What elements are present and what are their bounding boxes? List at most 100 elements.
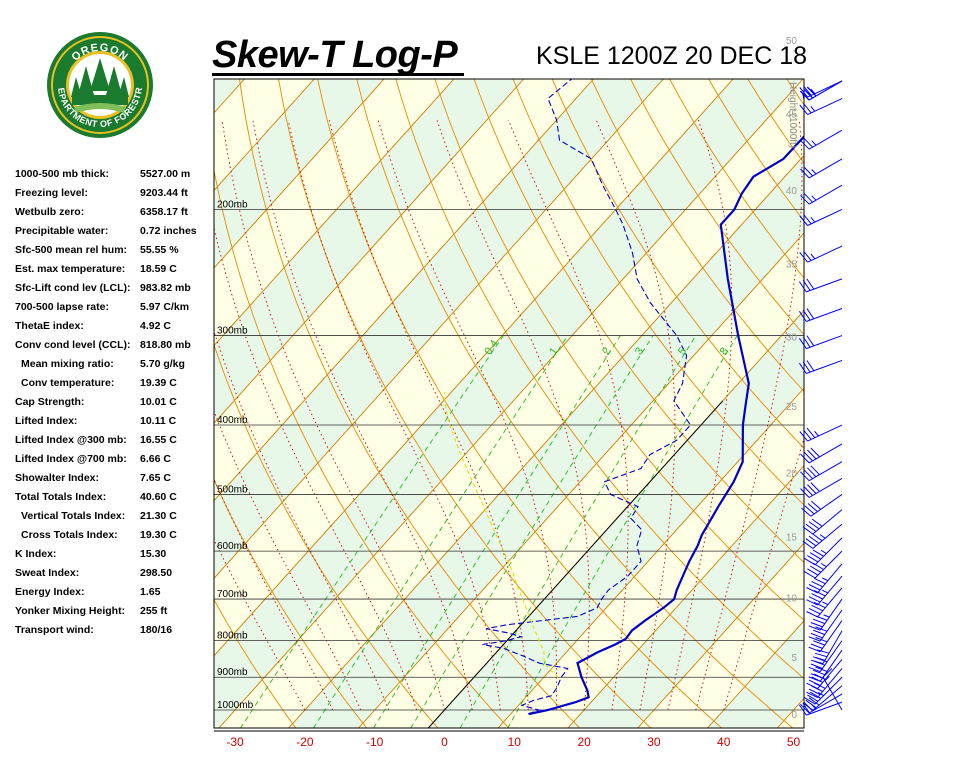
moist-adiabat-line [508,119,629,711]
index-value: 180/16 [140,624,173,636]
wind-barb-feather [800,703,810,714]
wind-barb-feather [809,565,822,573]
wind-barb-shaft [812,523,843,549]
wind-barb-half-feather [810,216,816,223]
index-row: Total Totals Index: 40.60 C [15,491,215,510]
mixing-ratio-labels: 0.4 1 2 3 5 8 [482,338,731,357]
index-row: Precipitable water: 0.72 inches [15,225,215,244]
wind-barb-feather [802,361,811,373]
wind-barb-feather [803,166,813,177]
isotherm-line [214,79,455,347]
wind-barb-feather [803,192,813,203]
index-label: Transport wind: [15,624,94,636]
wind-barb [798,308,843,322]
index-value: 255 ft [140,605,168,617]
mixing-ratio-line [410,335,654,728]
wind-barb-shaft [819,649,843,682]
dry-adiabat-line [846,0,960,728]
wind-barb-feather [806,682,818,690]
wind-barb-feather [813,669,825,676]
index-row: Conv cond level (CCL): 818.80 mb [15,339,215,358]
height-axis-label: Height (1000ft) [787,82,798,148]
index-label: Vertical Totals Index: [21,510,126,522]
wind-barb-feather [802,702,814,711]
wind-barb [808,609,843,642]
wind-barb-feather [811,604,823,612]
mixing-ratio-line [240,335,504,728]
index-row: Vertical Totals Index: 21.30 C [15,510,215,529]
wind-barb-feather [802,540,814,549]
index-value: 983.82 mb [140,282,191,294]
wind-barb [800,80,843,101]
isotherm-line [497,387,804,728]
wind-barb [804,537,843,566]
wind-barb-feather [810,663,823,669]
wind-barb [800,443,843,464]
wind-barb-feather [800,471,810,482]
wind-barb [808,620,843,653]
wind-barb [808,640,843,673]
isotherm-line [637,542,804,728]
index-label: Lifted Index: [15,415,78,427]
wind-barb [806,563,843,594]
wind-barb-feather [809,691,822,699]
isotherm-line [777,697,804,728]
wind-barb-feather [805,523,817,532]
index-row: Energy Index: 1.65 [15,586,215,605]
mixing-ratio-line [459,335,697,728]
height-tick-label: 20 [786,469,798,480]
index-label: Conv cond level (CCL): [15,339,131,351]
wind-barb-feather [804,697,816,705]
wind-barb-feather [798,311,807,322]
wind-barb-shaft [817,575,843,606]
index-label: Showalter Index: [15,472,100,484]
temperature-tick-label: 0 [441,735,448,749]
height-tick-label: 5 [791,653,797,664]
title-underline [212,73,464,76]
wind-barb-shaft [806,359,843,374]
wind-barb-feather [804,571,816,579]
wind-barb-feather [812,549,824,557]
wind-barb [799,245,843,263]
temperature-tick-label: 40 [717,735,731,749]
wind-barb-feather [804,505,815,515]
mixing-ratio-label: 2 [600,345,613,357]
index-row: Lifted Index @300 mb: 16.55 C [15,434,215,453]
index-value: 10.11 C [140,415,177,427]
wind-barb-feather [806,587,818,594]
isobar-label: 400mb [217,415,248,426]
tree-icon [71,58,129,105]
wind-barb-feather [806,599,818,606]
wind-barb-half-feather [811,195,817,201]
wind-barb-shaft [819,640,843,672]
wind-barb-feather [800,194,810,205]
height-tick-label: 50 [786,36,798,47]
index-row: Transport wind: 180/16 [15,624,215,643]
wind-barb-shaft [808,478,843,498]
wind-barb-half-feather [823,614,830,618]
wind-barb-feather [808,646,821,653]
zero-isotherm-line [427,400,724,728]
wind-barb-shaft [808,443,843,464]
isotherm-line [358,232,804,728]
wind-barbs [798,80,843,716]
moist-adiabat-line [214,226,418,711]
wind-barb [799,98,843,116]
wind-barb-feather [812,656,826,661]
wind-barb-feather [803,451,813,462]
isotherm-line [214,79,385,269]
index-label: Freezing level: [15,187,88,199]
wind-barb-feather [798,704,807,716]
wind-barb-feather [810,673,823,679]
wind-barb-shaft [814,537,843,566]
wind-barb-feather [798,338,807,349]
index-row: Sweat Index: 298.50 [15,567,215,586]
index-label: Mean mixing ratio: [21,358,114,370]
wind-barb-feather [803,137,813,148]
wind-barb-feather [806,611,818,618]
dewpoint-trace [482,79,692,715]
wind-barb-feather [813,577,826,585]
index-label: Energy Index: [15,586,85,598]
index-row: Sfc-500 mean rel hum: 55.55 % [15,244,215,263]
dry-adiabat-line [590,79,804,393]
